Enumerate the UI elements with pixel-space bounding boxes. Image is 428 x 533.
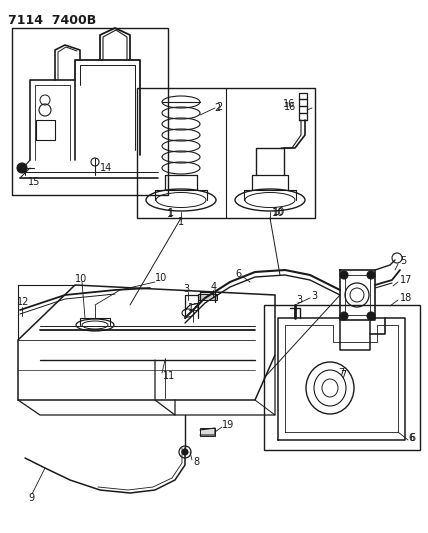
Text: 1: 1 — [168, 208, 174, 218]
Text: 2: 2 — [216, 102, 222, 112]
Text: 10: 10 — [155, 273, 167, 283]
Bar — [198, 294, 217, 300]
Text: 10: 10 — [273, 207, 285, 217]
Text: 8: 8 — [193, 457, 199, 467]
Text: 3: 3 — [311, 291, 317, 301]
Text: 17: 17 — [400, 275, 412, 285]
Text: 6: 6 — [409, 433, 415, 443]
Bar — [200, 428, 215, 436]
Text: 6: 6 — [408, 433, 414, 443]
Text: 19: 19 — [222, 420, 234, 430]
Text: 3: 3 — [183, 284, 189, 294]
Circle shape — [182, 449, 188, 455]
Text: 6: 6 — [235, 269, 241, 279]
Bar — [264, 305, 420, 450]
Text: 18: 18 — [400, 293, 412, 303]
Text: 4: 4 — [211, 282, 217, 292]
Text: 5: 5 — [400, 256, 406, 266]
Text: 2: 2 — [214, 103, 220, 113]
Text: 7: 7 — [338, 368, 344, 378]
Text: 9: 9 — [28, 493, 34, 503]
Text: 12: 12 — [17, 297, 30, 307]
Text: 16: 16 — [283, 99, 295, 109]
Text: 1: 1 — [167, 209, 173, 219]
Circle shape — [17, 163, 27, 173]
Text: 10: 10 — [272, 208, 284, 218]
Text: 13: 13 — [188, 303, 200, 313]
Text: 10: 10 — [75, 274, 87, 284]
Text: 7114  7400B: 7114 7400B — [8, 14, 96, 27]
Text: 3: 3 — [296, 295, 302, 305]
Text: 7: 7 — [340, 370, 346, 380]
Bar — [137, 88, 315, 218]
Text: 1: 1 — [178, 217, 184, 227]
Text: 15: 15 — [28, 177, 40, 187]
Circle shape — [340, 271, 348, 279]
Circle shape — [367, 312, 375, 320]
Circle shape — [340, 312, 348, 320]
Circle shape — [367, 271, 375, 279]
Text: 11: 11 — [163, 371, 175, 381]
Text: 14: 14 — [100, 163, 112, 173]
Text: 16: 16 — [284, 102, 296, 112]
Circle shape — [91, 158, 99, 166]
Bar — [12, 28, 168, 195]
